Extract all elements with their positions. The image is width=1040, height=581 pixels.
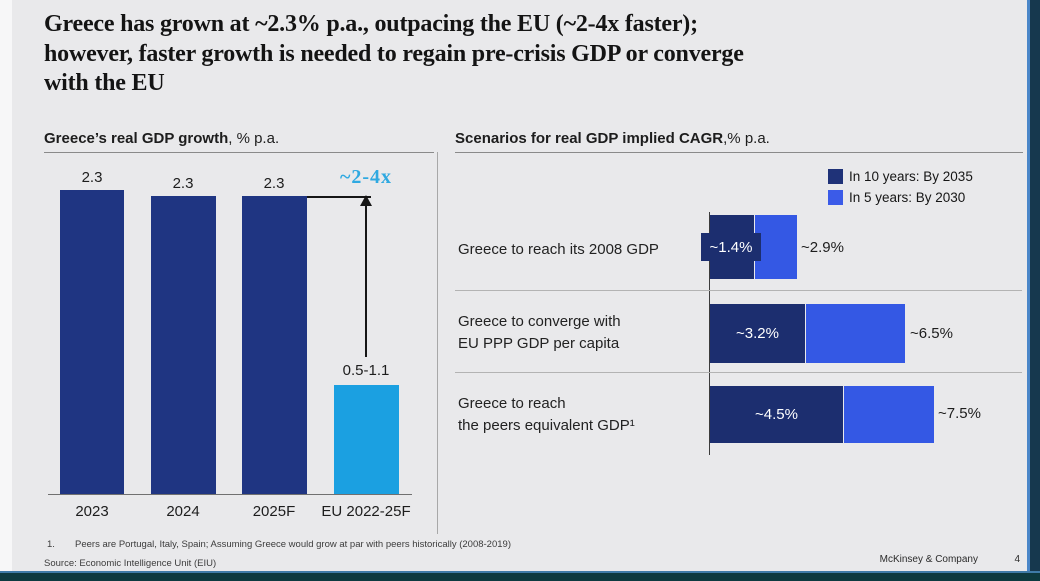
left-chart-title-underline [44, 152, 434, 153]
panel-divider [437, 152, 438, 534]
bar-2024 [151, 196, 216, 495]
row-label-eu-ppp-line2: EU PPP GDP per capita [458, 335, 620, 352]
legend-label-10-years: In 10 years: By 2035 [849, 168, 973, 184]
title-line-2: however, faster growth is needed to rega… [44, 40, 744, 67]
bar-value-2024: 2.3 [172, 175, 194, 192]
bar-inner-label-peers: ~4.5% [755, 406, 798, 423]
left-chart-title-main: Greece’s real GDP growth [44, 130, 229, 147]
growth-gap-arrow-shaft [365, 204, 367, 357]
title-line-1: Greece has grown at ~2.3% p.a., outpacin… [44, 11, 698, 37]
row-label-2008-gdp: Greece to reach its 2008 GDP [458, 241, 659, 258]
bar-2023 [60, 190, 124, 495]
row-label-peers-line2: the peers equivalent GDP¹ [458, 417, 635, 434]
bar-peers-10y [710, 386, 843, 443]
axis-label-2023: 2023 [75, 503, 109, 520]
growth-multiple-annotation: ~2-4x [339, 166, 393, 188]
legend-item-5-years: In 5 years: By 2030 [828, 189, 965, 205]
axis-label-eu: EU 2022-25F [321, 503, 411, 520]
page-title: Greece has grown at ~2.3% p.a., outpacin… [44, 10, 1004, 99]
bar-value-2023: 2.3 [81, 169, 103, 186]
right-edge-accent-line [1027, 0, 1030, 581]
legend-swatch-10-years-icon [828, 168, 843, 184]
row-separator-2 [455, 372, 1022, 373]
right-chart-title-unit: ,% p.a. [723, 130, 770, 147]
row-label-eu-ppp-line1: Greece to converge with [458, 313, 621, 330]
bar-eu-2022-25f [334, 385, 399, 495]
right-chart-title-underline [455, 152, 1023, 153]
axis-label-2024: 2024 [166, 503, 200, 520]
bar-total-label-peers: ~7.5% [938, 405, 981, 422]
page-number: 4 [1014, 554, 1020, 565]
footnote-text: Peers are Portugal, Italy, Spain; Assumi… [75, 539, 511, 550]
brand-wordmark: McKinsey & Company [879, 554, 978, 565]
bar-euppp-10y [710, 304, 805, 363]
bar-2008gdp-5y [754, 215, 797, 279]
legend-swatch-5-years-icon [828, 189, 843, 205]
title-line-3: with the EU [44, 70, 165, 96]
row-label-peers-line1: Greece to reach [458, 395, 566, 412]
legend-label-5-years: In 5 years: By 2030 [849, 189, 966, 205]
bar-value-eu: 0.5-1.1 [342, 362, 390, 379]
bar-value-2025f: 2.3 [263, 175, 285, 192]
bar-peers-5y [843, 386, 934, 443]
footnote-number: 1. [47, 539, 55, 550]
bar-inner-label-2008gdp: ~1.4% [701, 233, 761, 261]
bottom-edge-accent-line [0, 571, 1040, 573]
bar-euppp-5y [805, 304, 905, 363]
bottom-edge-stripe [0, 573, 1040, 581]
left-edge-margin [0, 0, 12, 581]
arrow-up-icon [360, 195, 372, 206]
source-text: Source: Economic Intelligence Unit (EIU) [44, 558, 217, 569]
legend-item-10-years: In 10 years: By 2035 [828, 168, 973, 184]
bar-total-label-euppp: ~6.5% [910, 325, 953, 342]
bar-2025f [242, 196, 307, 495]
left-chart-title-unit: , % p.a. [228, 130, 280, 147]
right-chart-axis [709, 212, 710, 455]
row-separator-1 [455, 290, 1022, 291]
reference-line [307, 196, 371, 198]
left-chart-baseline [48, 494, 412, 495]
bar-inner-label-euppp: ~3.2% [736, 325, 779, 342]
right-chart-title: Scenarios for real GDP implied CAGR,% p.… [455, 130, 770, 147]
right-edge-stripe [1030, 0, 1040, 581]
left-chart-title: Greece’s real GDP growth, % p.a. [44, 130, 279, 147]
bar-total-label-2008gdp: ~2.9% [801, 239, 844, 256]
right-chart-title-main: Scenarios for real GDP implied CAGR [455, 130, 724, 147]
axis-label-2025f: 2025F [252, 503, 296, 520]
row-label-peers: Greece to reach the peers equivalent GDP… [458, 393, 635, 437]
row-label-eu-ppp: Greece to converge with EU PPP GDP per c… [458, 311, 621, 355]
